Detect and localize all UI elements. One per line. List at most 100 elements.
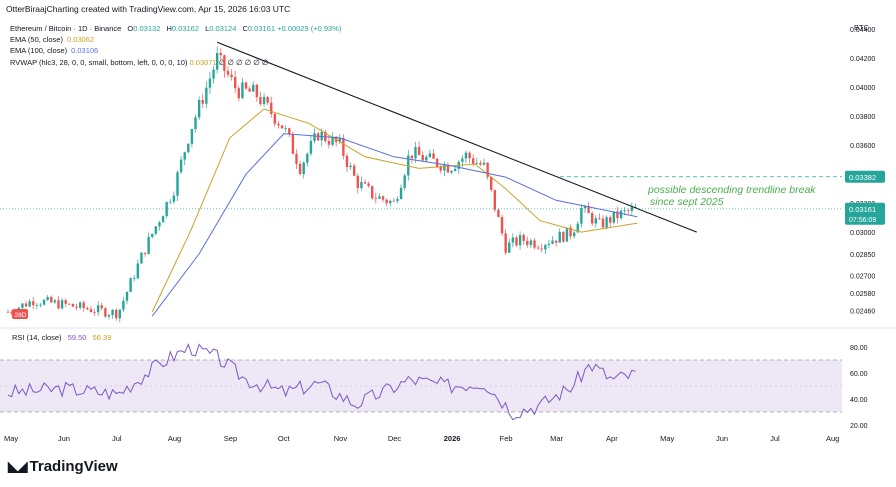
annotation-line-1: possible descending trendline break	[647, 184, 816, 196]
candle-body	[208, 78, 212, 88]
candle-body	[255, 84, 259, 98]
candle-body	[360, 182, 363, 189]
chart-legend: Ethereum / Bitcoin · 1D · Binance O 0.031…	[10, 23, 341, 68]
candle-body	[201, 99, 204, 104]
last-price-tag	[845, 202, 885, 225]
candle-body	[158, 222, 161, 227]
candle-body	[64, 300, 67, 304]
candle-body	[237, 88, 240, 99]
candle-body	[309, 140, 313, 154]
candle-body	[205, 87, 208, 104]
candle-body	[471, 158, 475, 164]
legend-ema50-row[interactable]: EMA (50, close) 0.03062	[10, 34, 341, 45]
candle-body	[284, 128, 287, 130]
ema50-value: 0.03062	[66, 35, 95, 45]
candle-body	[529, 240, 533, 245]
candle-body	[439, 166, 442, 171]
tradingview-logo[interactable]: ◣◢ TradingView	[8, 458, 118, 475]
candle-body	[147, 236, 150, 254]
price-tick-label: 0.04000	[850, 85, 875, 92]
rsi-axis: 80.00 60.00 40.00 20.00	[850, 345, 868, 430]
candle-body	[414, 147, 417, 159]
candle-body	[42, 299, 46, 305]
candle-body	[547, 243, 551, 246]
candle-body	[475, 162, 478, 164]
time-tick-label: Dec	[388, 434, 402, 443]
candle-body	[140, 252, 143, 264]
high-key: H	[166, 24, 172, 33]
candle-body	[143, 252, 147, 254]
candle-body	[223, 55, 226, 71]
candle-body	[536, 247, 540, 249]
rsi-tick-label: 80.00	[850, 345, 868, 352]
candle-body	[194, 117, 197, 130]
candle-body	[176, 172, 179, 196]
candle-body	[306, 153, 309, 163]
ema50-label: EMA (50, close)	[10, 35, 63, 45]
candle-body	[363, 182, 367, 184]
candle-body	[594, 218, 597, 224]
candle-body	[226, 70, 230, 75]
candle-body	[248, 88, 251, 92]
rsi-tick-label: 60.00	[850, 371, 868, 378]
candle-body	[356, 175, 359, 189]
candle-body	[111, 309, 114, 315]
candle-body	[407, 155, 410, 176]
candle-body	[572, 232, 576, 237]
candle-body	[89, 309, 93, 313]
low-value: 0.03124	[209, 24, 237, 33]
candle-body	[273, 113, 277, 124]
candle-body	[104, 308, 107, 317]
candle-body	[544, 245, 547, 250]
candle-body	[508, 242, 511, 253]
currency-label: BTC	[854, 23, 869, 32]
candle-body	[450, 170, 453, 173]
candle-body	[374, 198, 378, 199]
candle-body	[371, 186, 374, 199]
candle-body	[252, 84, 255, 92]
candle-body	[172, 195, 176, 202]
candle-body	[515, 237, 518, 246]
candle-body	[100, 305, 103, 309]
price-tick-label: 0.04400	[850, 27, 875, 34]
open-key: O	[127, 24, 134, 33]
price-tick-label: 0.03800	[850, 114, 875, 121]
candle-body	[165, 201, 168, 217]
candle-body	[122, 300, 125, 310]
candle-body	[50, 296, 53, 303]
candle-body	[443, 164, 446, 171]
legend-ema100-row[interactable]: EMA (100, close) 0.03106	[10, 45, 341, 56]
candle-body	[616, 211, 619, 219]
candle-body	[565, 227, 569, 242]
ema100-label: EMA (100, close)	[10, 46, 68, 56]
price-tick-label: 0.03000	[850, 230, 875, 237]
candle-body	[583, 206, 587, 209]
candle-body	[125, 291, 129, 301]
change-value: +0.00029 (+0.93%)	[277, 24, 342, 33]
candle-body	[342, 137, 345, 156]
tradingview-mark-icon: ◣◢	[8, 458, 27, 474]
rsi-tick-label: 40.00	[850, 397, 868, 404]
price-tick-label: 0.03600	[850, 143, 875, 150]
time-tick-label: Oct	[278, 434, 291, 443]
marker-28d-badge	[12, 309, 28, 319]
candle-body	[634, 206, 637, 208]
rsi-label: RSI (14, close)	[12, 333, 62, 342]
candle-body	[453, 168, 457, 171]
rvwap-value: 0.03071	[189, 57, 217, 67]
legend-rvwap-row[interactable]: RVWAP (hlc3, 28, 0, 0, small, bottom, le…	[10, 57, 341, 68]
price-tick-label: 0.04200	[850, 56, 875, 63]
symbol-label[interactable]: Ethereum / Bitcoin · 1D · Binance	[10, 24, 122, 33]
candle-series	[6, 46, 637, 323]
candle-body	[504, 233, 507, 253]
candle-body	[295, 153, 298, 164]
candle-body	[605, 217, 608, 228]
candle-body	[352, 165, 356, 176]
candle-body	[389, 200, 392, 204]
time-tick-label: Jul	[770, 434, 780, 443]
candle-body	[266, 96, 269, 103]
rsi-line	[7, 343, 636, 421]
marker-28d: 28D	[15, 312, 27, 319]
candle-body	[435, 158, 439, 167]
